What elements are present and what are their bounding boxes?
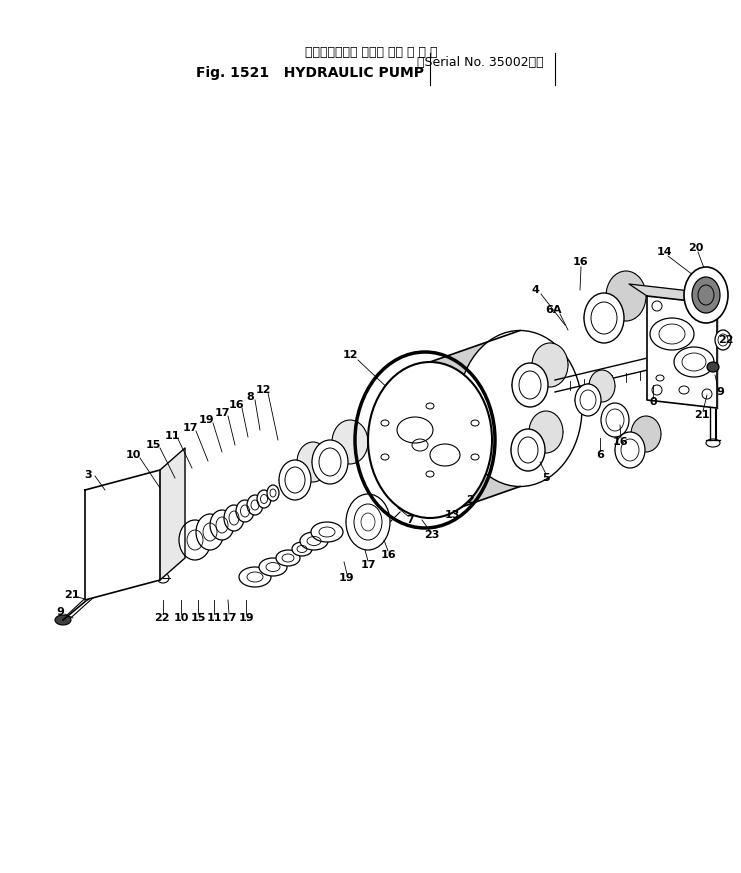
Text: 2: 2 [466, 495, 474, 505]
Ellipse shape [584, 293, 624, 343]
Ellipse shape [652, 319, 692, 349]
Text: 19: 19 [199, 415, 215, 425]
Ellipse shape [532, 343, 568, 387]
Ellipse shape [300, 532, 328, 550]
Text: 6: 6 [596, 450, 604, 460]
Text: 16: 16 [574, 257, 589, 267]
Ellipse shape [676, 349, 712, 375]
Text: 14: 14 [657, 247, 673, 257]
Text: 8: 8 [246, 392, 254, 402]
Polygon shape [85, 470, 160, 600]
Text: 17: 17 [360, 560, 376, 570]
Ellipse shape [267, 485, 279, 501]
Text: 6A: 6A [546, 305, 562, 315]
Text: 19: 19 [238, 613, 254, 623]
Ellipse shape [512, 363, 548, 407]
Ellipse shape [247, 495, 263, 515]
Text: 11: 11 [206, 613, 222, 623]
Text: 9: 9 [716, 387, 724, 397]
Text: 16: 16 [614, 437, 629, 447]
Ellipse shape [259, 558, 287, 576]
Ellipse shape [615, 432, 645, 468]
Ellipse shape [707, 362, 719, 372]
Ellipse shape [236, 500, 254, 522]
Ellipse shape [631, 416, 661, 452]
Polygon shape [160, 448, 185, 580]
Ellipse shape [210, 510, 234, 540]
Ellipse shape [606, 271, 646, 321]
Ellipse shape [224, 505, 244, 531]
Text: 0: 0 [649, 397, 657, 407]
Ellipse shape [239, 567, 271, 587]
Text: 23: 23 [425, 530, 439, 540]
Text: 22: 22 [154, 613, 170, 623]
Ellipse shape [279, 460, 311, 500]
Text: 10: 10 [173, 613, 189, 623]
Text: 15: 15 [190, 613, 206, 623]
Ellipse shape [346, 494, 390, 550]
Polygon shape [629, 284, 717, 304]
Text: 17: 17 [182, 423, 198, 433]
Ellipse shape [458, 331, 582, 486]
Text: 10: 10 [125, 450, 141, 460]
Text: 7: 7 [406, 515, 414, 525]
Text: ハイドロリック ポンプ （適 用 号 機: ハイドロリック ポンプ （適 用 号 機 [305, 45, 437, 58]
Ellipse shape [692, 277, 720, 313]
Ellipse shape [715, 330, 731, 350]
Ellipse shape [297, 442, 329, 482]
Ellipse shape [311, 522, 343, 542]
Ellipse shape [312, 440, 348, 484]
Text: 12: 12 [342, 350, 358, 360]
Ellipse shape [575, 384, 601, 416]
Ellipse shape [292, 542, 312, 556]
Text: 17: 17 [222, 613, 237, 623]
Ellipse shape [589, 370, 615, 402]
Ellipse shape [257, 490, 271, 508]
Text: 22: 22 [718, 335, 734, 345]
Text: Fig. 1521   HYDRAULIC PUMP: Fig. 1521 HYDRAULIC PUMP [196, 66, 424, 80]
Ellipse shape [368, 362, 492, 518]
Text: 13: 13 [445, 510, 459, 520]
Text: 21: 21 [64, 590, 80, 600]
Ellipse shape [196, 514, 224, 550]
Ellipse shape [684, 267, 728, 323]
Text: 16: 16 [228, 400, 244, 410]
Polygon shape [430, 331, 520, 518]
Text: 19: 19 [339, 573, 355, 583]
Text: 15: 15 [145, 440, 161, 450]
Text: （Serial No. 35002～）: （Serial No. 35002～） [416, 57, 543, 70]
Text: 4: 4 [531, 285, 539, 295]
Text: 12: 12 [255, 385, 270, 395]
Text: 9: 9 [56, 607, 64, 617]
Ellipse shape [332, 420, 368, 464]
Ellipse shape [511, 429, 545, 471]
Text: 5: 5 [542, 473, 550, 483]
Ellipse shape [601, 403, 629, 437]
Ellipse shape [179, 520, 211, 560]
Polygon shape [647, 296, 717, 408]
Ellipse shape [276, 550, 300, 566]
Text: 17: 17 [214, 408, 230, 418]
Text: 3: 3 [84, 470, 92, 480]
Ellipse shape [529, 411, 563, 453]
Text: 21: 21 [694, 410, 710, 420]
Ellipse shape [55, 615, 71, 625]
Text: 16: 16 [380, 550, 396, 560]
Text: 11: 11 [165, 431, 180, 441]
Text: 20: 20 [688, 243, 704, 253]
